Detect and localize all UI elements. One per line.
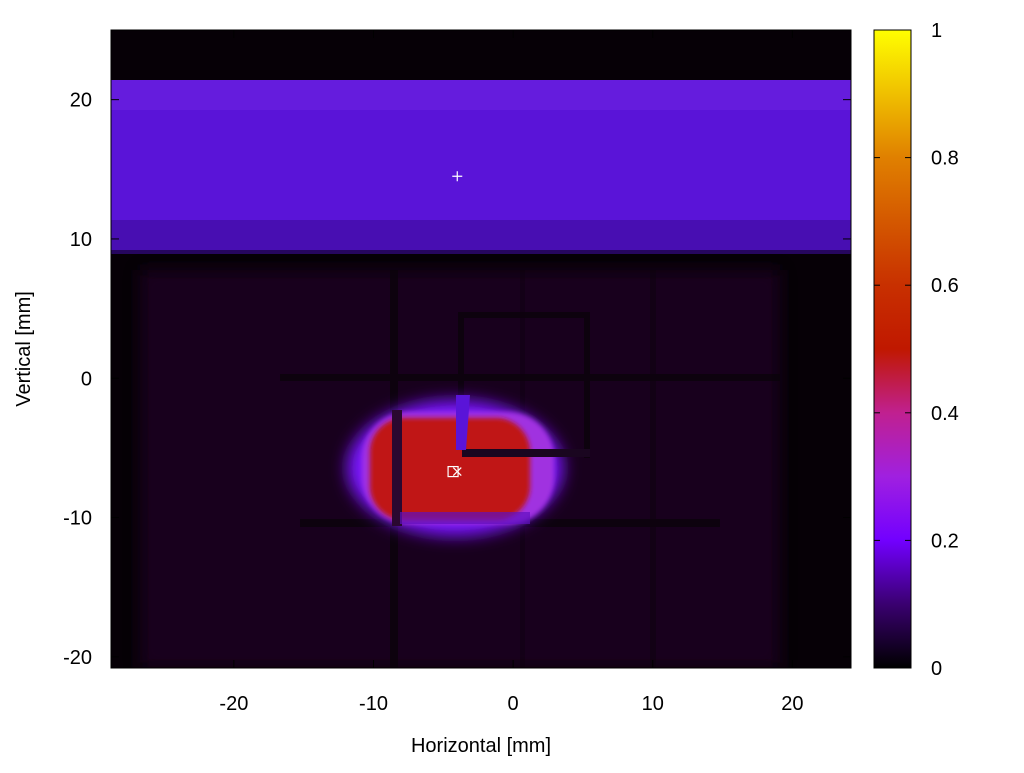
x-axis-label: Horizontal [mm]: [411, 735, 551, 757]
colorbar-tick-label: 0.6: [931, 275, 959, 297]
y-tick-label: 20: [70, 90, 92, 112]
frame-top: [458, 312, 586, 318]
x-tick-label: -10: [359, 693, 388, 715]
y-tick-label: 10: [70, 229, 92, 251]
x-tick-label: 20: [781, 693, 803, 715]
marker-plus: [452, 171, 463, 182]
hotspot-bottom-edge: [400, 512, 530, 524]
x-tick-label: 0: [508, 693, 519, 715]
wire-v2: [650, 270, 656, 668]
colorbar-tick-label: 0: [931, 658, 942, 680]
frame-left: [458, 312, 464, 462]
colorbar-tick-label: 1: [931, 20, 942, 42]
x-tick-label: -20: [219, 693, 248, 715]
hotspot-wire-v: [392, 410, 402, 526]
upper-band-highlight: [111, 80, 851, 110]
y-tick-label: -20: [63, 647, 92, 669]
plot-frame: [110, 29, 852, 669]
y-axis-ticks: -20 -10 0 10 20: [63, 90, 851, 669]
x-tick-label: 10: [642, 693, 664, 715]
heatmap-image: [111, 30, 851, 668]
hotspot-core: [370, 418, 530, 520]
y-axis-label: Vertical [mm]: [13, 291, 35, 407]
colorbar-ticks: 0 0.2 0.4 0.6 0.8 1: [874, 20, 959, 680]
x-axis-ticks: -20 -10 0 10 20: [219, 30, 803, 715]
marker-square: [447, 465, 459, 478]
colorbar-tick-label: 0.2: [931, 530, 959, 552]
y-tick-label: -10: [63, 508, 92, 530]
hotspot-wire-h: [462, 449, 590, 457]
markers: [447, 171, 463, 478]
colorbar: 0 0.2 0.4 0.6 0.8 1: [873, 20, 959, 680]
y-tick-label: 0: [81, 368, 92, 390]
hotspot-notch: [456, 395, 470, 450]
wire-h1: [280, 374, 780, 381]
frame-right: [584, 312, 590, 458]
colorbar-tick-label: 0.8: [931, 148, 959, 170]
colorbar-scale: [873, 29, 912, 669]
upper-band-shadow: [111, 220, 851, 254]
colorbar-tick-label: 0.4: [931, 403, 959, 425]
marker-cross: [452, 467, 462, 477]
